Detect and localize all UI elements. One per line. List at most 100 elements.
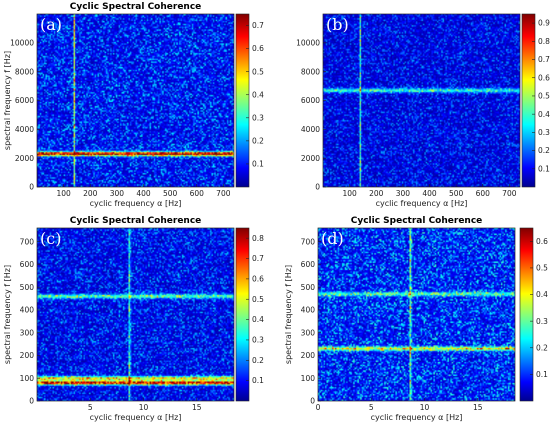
heatmap-image <box>37 228 234 401</box>
panel-1: 100 200 300 400 500 600 700 0 2000 4000 6000 8000 10… <box>296 13 550 208</box>
colorbar <box>235 227 250 402</box>
colorbar-tick-label: 0.3 <box>252 113 264 122</box>
x-tick-label: 400 <box>422 189 437 198</box>
y-tick-label: 200 <box>301 351 316 360</box>
y-axis-label: spectral frequency f [Hz] <box>3 51 12 150</box>
y-axis-label: spectral frequency f [Hz] <box>3 265 12 364</box>
colorbar-tick-label: 0.1 <box>252 160 264 169</box>
x-tick-label: 100 <box>342 189 357 198</box>
colorbar-tick-label: 0.4 <box>538 110 550 119</box>
colorbar-tick-label: 0.9 <box>538 19 550 28</box>
colorbar-tick-label: 0.2 <box>538 146 550 155</box>
y-tick-label: 700 <box>20 237 35 246</box>
y-tick-label: 100 <box>301 374 316 383</box>
chart-title: Cyclic Spectral Coherence <box>70 216 202 226</box>
x-axis-label: cyclic frequency α [Hz] <box>376 199 468 208</box>
colorbar-tick-label: 0.7 <box>538 55 550 64</box>
y-axis-label: spectral frequency f [Hz] <box>284 265 293 364</box>
y-tick-label: 600 <box>301 260 316 269</box>
y-tick-label: 300 <box>20 328 35 337</box>
chart-title: Cyclic Spectral Coherence <box>351 216 483 226</box>
x-tick-label: 15 <box>192 403 202 412</box>
x-tick-label: 300 <box>396 189 411 198</box>
y-tick-label: 6000 <box>301 96 320 105</box>
colorbar-tick-label: 0.1 <box>538 164 550 173</box>
panel-2: Cyclic Spectral Coherence 5 10 15 0 100 200 300… <box>3 216 264 422</box>
x-axis-label: cyclic frequency α [Hz] <box>90 413 182 422</box>
x-tick-label: 100 <box>56 189 71 198</box>
colorbar-tick-label: 0.1 <box>536 370 548 379</box>
y-tick-label: 4000 <box>301 125 320 134</box>
colorbar-tick-label: 0.4 <box>536 290 548 299</box>
y-tick-label: 400 <box>20 306 35 315</box>
x-tick-label: 10 <box>139 403 149 412</box>
y-tick-label: 8000 <box>301 67 320 76</box>
colorbar-tick-label: 0.6 <box>252 44 264 53</box>
y-tick-label: 10000 <box>296 38 320 47</box>
colorbar-tick-label: 0.6 <box>538 73 550 82</box>
panel-label: (c) <box>40 229 61 248</box>
colorbar <box>521 13 536 188</box>
x-axis-label: cyclic frequency α [Hz] <box>90 199 182 208</box>
x-tick-label: 400 <box>136 189 151 198</box>
axes-frame <box>317 227 516 402</box>
colorbar-tick-label: 0.2 <box>536 343 548 352</box>
y-tick-label: 100 <box>20 374 35 383</box>
y-tick-label: 200 <box>20 351 35 360</box>
y-tick-label: 0 <box>29 183 34 192</box>
y-tick-label: 0 <box>315 183 320 192</box>
y-tick-label: 6000 <box>15 96 34 105</box>
x-tick-label: 300 <box>110 189 125 198</box>
colorbar-tick-label: 0.4 <box>252 315 264 324</box>
x-tick-label: 500 <box>163 189 178 198</box>
x-tick-label: 5 <box>88 403 93 412</box>
colorbar-tick-label: 0.5 <box>538 92 550 101</box>
x-tick-label: 0 <box>316 403 321 412</box>
y-tick-label: 2000 <box>301 154 320 163</box>
colorbar-tick-label: 0.6 <box>252 274 264 283</box>
x-tick-label: 700 <box>216 189 231 198</box>
colorbar <box>235 13 250 188</box>
colorbar-tick-label: 0.3 <box>252 336 264 345</box>
y-tick-label: 700 <box>301 237 316 246</box>
colorbar-tick-label: 0.8 <box>252 234 264 243</box>
panel-label: (d) <box>321 229 344 248</box>
x-tick-label: 15 <box>473 403 483 412</box>
y-tick-label: 500 <box>20 283 35 292</box>
colorbar-tick-label: 0.1 <box>252 376 264 385</box>
heatmap-image <box>323 14 520 187</box>
x-axis-label: cyclic frequency α [Hz] <box>371 413 463 422</box>
y-tick-label: 0 <box>310 397 315 406</box>
y-tick-label: 2000 <box>15 154 34 163</box>
y-tick-label: 10000 <box>10 38 34 47</box>
colorbar-tick-label: 0.3 <box>536 317 548 326</box>
colorbar-tick-label: 0.7 <box>252 21 264 30</box>
x-tick-label: 5 <box>369 403 374 412</box>
colorbar-tick-label: 0.5 <box>252 295 264 304</box>
colorbar-tick-label: 0.3 <box>538 128 550 137</box>
panel-0: Cyclic Spectral Coherence 100 200 300 400 500… <box>3 2 264 208</box>
x-tick-label: 200 <box>83 189 98 198</box>
heatmap-image <box>37 14 234 187</box>
x-tick-label: 600 <box>476 189 491 198</box>
x-tick-label: 500 <box>449 189 464 198</box>
colorbar-tick-label: 0.8 <box>538 37 550 46</box>
panel-3: Cyclic Spectral Coherence 0 5 10 15 0 100 200 30… <box>284 216 548 422</box>
colorbar-tick-label: 0.4 <box>252 90 264 99</box>
y-tick-label: 400 <box>301 306 316 315</box>
colorbar-tick-label: 0.5 <box>252 67 264 76</box>
panel-label: (a) <box>40 15 62 34</box>
y-tick-label: 0 <box>29 397 34 406</box>
colorbar-tick-label: 0.7 <box>252 254 264 263</box>
y-tick-label: 600 <box>20 260 35 269</box>
chart-title: Cyclic Spectral Coherence <box>70 2 202 12</box>
panel-label: (b) <box>326 15 349 34</box>
colorbar-tick-label: 0.6 <box>536 237 548 246</box>
x-tick-label: 600 <box>190 189 205 198</box>
y-tick-label: 500 <box>301 283 316 292</box>
colorbar-tick-label: 0.2 <box>252 356 264 365</box>
y-tick-label: 8000 <box>15 67 34 76</box>
x-tick-label: 10 <box>420 403 430 412</box>
y-tick-label: 4000 <box>15 125 34 134</box>
